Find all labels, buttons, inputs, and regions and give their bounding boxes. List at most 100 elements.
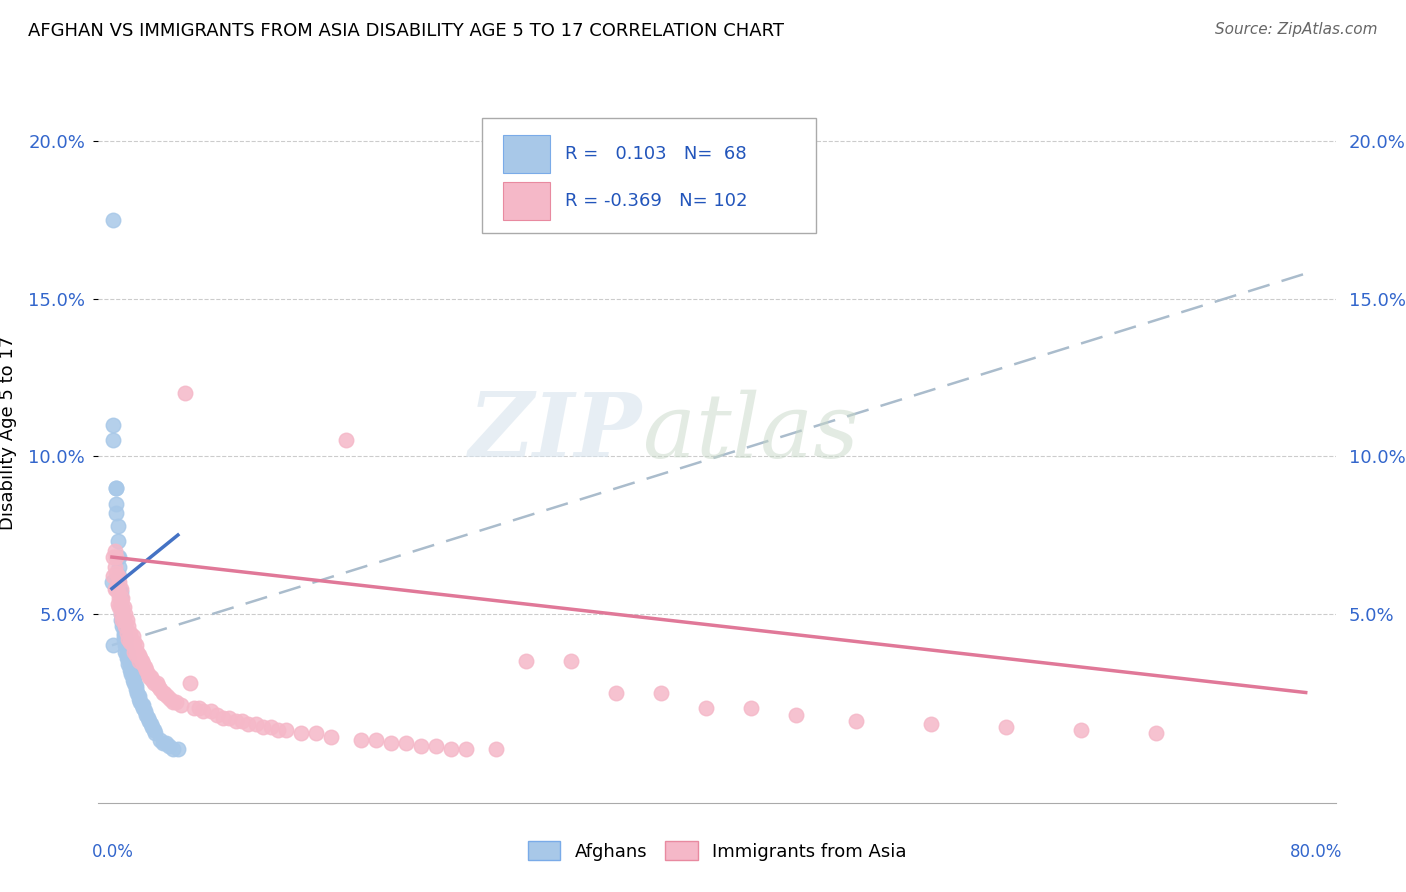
Point (380, 736, 402, 750)
Point (108, 569, 131, 583)
Point (111, 600, 134, 615)
Point (110, 584, 132, 599)
Point (117, 657, 139, 672)
Point (1144, 726, 1167, 740)
Point (117, 619, 139, 633)
Point (118, 664, 141, 678)
Point (319, 730, 342, 744)
Point (260, 720, 283, 734)
Point (108, 600, 131, 615)
Point (135, 707, 157, 722)
Point (159, 691, 181, 706)
Point (115, 625, 138, 640)
Point (845, 714, 868, 728)
Point (152, 685, 174, 699)
Point (290, 726, 312, 740)
Point (122, 638, 145, 652)
Point (114, 632, 136, 646)
Point (335, 434, 357, 448)
Point (125, 682, 148, 697)
Point (129, 651, 152, 665)
Point (238, 717, 260, 731)
Point (267, 723, 290, 738)
Point (305, 726, 328, 740)
Point (128, 689, 150, 703)
Text: 80.0%: 80.0% (1291, 843, 1343, 861)
Point (117, 632, 139, 646)
Point (125, 648, 148, 662)
Point (920, 717, 942, 731)
Point (174, 386, 197, 401)
Text: R =   0.103   N=  68: R = 0.103 N= 68 (565, 145, 747, 163)
Point (108, 591, 131, 605)
Point (104, 582, 127, 596)
Point (112, 632, 135, 646)
Point (110, 594, 132, 608)
Point (127, 644, 149, 658)
Bar (503, 135, 550, 173)
Point (103, 417, 125, 432)
Point (112, 619, 135, 633)
Point (112, 613, 135, 627)
Point (111, 619, 134, 633)
Point (115, 651, 138, 665)
Point (104, 559, 127, 574)
Point (350, 732, 373, 747)
Point (142, 676, 165, 690)
Point (785, 707, 807, 722)
Point (112, 625, 135, 640)
Point (112, 600, 135, 615)
Point (125, 638, 148, 652)
Point (115, 644, 138, 658)
Point (110, 600, 132, 615)
Text: atlas: atlas (643, 389, 859, 476)
Point (205, 707, 228, 722)
Point (142, 723, 165, 738)
Point (156, 689, 179, 703)
Point (127, 685, 149, 699)
Point (157, 739, 180, 753)
Point (122, 629, 145, 643)
Point (149, 732, 172, 747)
Point (107, 597, 129, 611)
Text: R = -0.369   N= 102: R = -0.369 N= 102 (565, 192, 748, 210)
Point (167, 742, 190, 756)
Point (131, 654, 153, 668)
Point (104, 543, 127, 558)
Point (118, 657, 141, 672)
Point (136, 666, 159, 681)
Point (132, 701, 155, 715)
Point (245, 717, 267, 731)
Point (125, 679, 148, 693)
Text: Source: ZipAtlas.com: Source: ZipAtlas.com (1215, 22, 1378, 37)
Point (212, 711, 235, 725)
Point (114, 607, 136, 621)
Point (114, 638, 136, 652)
Point (165, 695, 187, 709)
Point (193, 705, 215, 719)
Point (105, 496, 128, 510)
Point (108, 582, 131, 596)
Point (200, 705, 222, 719)
Point (118, 660, 141, 674)
Point (108, 550, 131, 565)
Point (118, 635, 141, 649)
Point (108, 559, 131, 574)
Point (111, 613, 134, 627)
Text: 0.0%: 0.0% (91, 843, 134, 861)
Point (740, 701, 762, 715)
Point (135, 664, 157, 678)
Point (110, 607, 132, 621)
Point (139, 670, 162, 684)
Point (110, 591, 132, 605)
Point (128, 654, 150, 668)
FancyBboxPatch shape (482, 118, 815, 233)
Point (650, 685, 672, 699)
Point (134, 705, 156, 719)
Point (128, 648, 150, 662)
Point (134, 660, 156, 674)
Point (409, 739, 432, 753)
Point (110, 613, 132, 627)
Point (187, 701, 209, 715)
Point (124, 676, 146, 690)
